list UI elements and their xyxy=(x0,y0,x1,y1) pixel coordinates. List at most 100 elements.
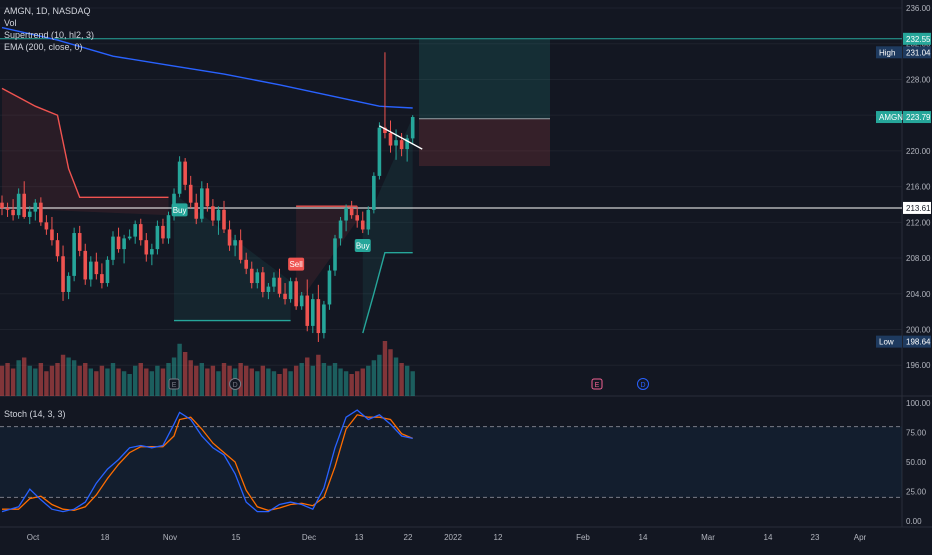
stoch-k-line xyxy=(1,409,413,513)
time-tick-label: 13 xyxy=(355,533,364,542)
volume-bar xyxy=(22,357,27,396)
volume-bar xyxy=(371,360,377,396)
candle-body xyxy=(150,249,154,255)
volume-bar xyxy=(349,374,354,396)
candle-body xyxy=(11,209,15,216)
candle-body xyxy=(288,281,293,300)
volume-bar xyxy=(116,368,121,396)
time-tick-label: 15 xyxy=(232,533,241,542)
price-tick-label: 204.00 xyxy=(906,290,931,299)
candle-body xyxy=(111,236,115,260)
volume-bar xyxy=(55,363,60,396)
volume-bar xyxy=(71,360,77,396)
main-legend: AMGN, 1D, NASDAQ Vol Supertrend (10, hl2… xyxy=(4,5,94,53)
candle-body xyxy=(388,133,393,146)
event-marker-letter: D xyxy=(233,382,238,389)
buy-signal-label: Buy xyxy=(173,206,187,215)
candle-body xyxy=(138,224,143,241)
horizontal-levels[interactable] xyxy=(0,38,902,209)
stoch-pane xyxy=(0,409,902,513)
candle-body xyxy=(50,229,54,241)
volume-bar xyxy=(66,357,71,396)
candle-body xyxy=(222,209,226,230)
volume-bar xyxy=(182,352,188,396)
candle-body xyxy=(33,202,38,212)
stoch-tick-label: 50.00 xyxy=(906,458,927,467)
price-tick-label: 216.00 xyxy=(906,183,931,192)
supertrend-down-line xyxy=(1,87,169,199)
badge-last-price-value-bg xyxy=(903,111,931,124)
stoch-d-line xyxy=(2,414,413,512)
buy-signal-box xyxy=(354,239,371,253)
event-marker-letter: E xyxy=(172,382,177,389)
candle-body xyxy=(94,261,99,275)
volume-bar xyxy=(199,363,204,396)
volume-bar xyxy=(321,363,327,396)
legend-ema[interactable]: EMA (200, close, 0) xyxy=(4,42,83,52)
volume-bar xyxy=(110,363,116,396)
candle-body xyxy=(200,188,204,219)
candle-body xyxy=(177,161,182,194)
legend-supertrend[interactable]: Supertrend (10, hl2, 3) xyxy=(4,30,95,40)
supertrend-up-line-2 xyxy=(362,251,413,334)
candle-body xyxy=(349,208,354,216)
volume-bar xyxy=(99,365,105,396)
time-tick-label: 14 xyxy=(639,533,648,542)
volume-bar xyxy=(0,365,5,396)
candle-body xyxy=(155,225,160,250)
volume-bar xyxy=(327,365,332,396)
volume-bar xyxy=(366,365,371,396)
legend-vol[interactable]: Vol xyxy=(4,18,17,28)
candle-body xyxy=(394,140,398,146)
badge-high-label: High xyxy=(879,48,895,57)
candle-body xyxy=(61,256,65,292)
volume-bar xyxy=(133,365,138,396)
candle-body xyxy=(89,261,93,280)
candle-body xyxy=(133,224,137,237)
price-axis[interactable]: 196.00 200.00 204.00 208.00 212.00 216.00 220.… xyxy=(906,4,931,526)
badge-level-top-value: 232.55 xyxy=(906,35,931,44)
time-axis[interactable]: Oct 18 Nov 15 Dec 13 22 2022 12 Feb 14 Mar 14 23 Apr xyxy=(27,533,867,542)
candle-body xyxy=(83,250,88,280)
volume-bar xyxy=(282,368,288,396)
volume-bar xyxy=(410,371,415,396)
signal-labels: Sell Buy Buy xyxy=(171,203,371,271)
volume-bar xyxy=(221,363,227,396)
legend-stoch[interactable]: Stoch (14, 3, 3) xyxy=(4,409,66,419)
time-tick-label: Apr xyxy=(854,533,867,542)
price-tick-label: 220.00 xyxy=(906,147,931,156)
candle-body xyxy=(277,277,282,294)
trendline[interactable] xyxy=(379,125,423,150)
volume-bar xyxy=(88,368,93,396)
volume-bar xyxy=(355,371,360,396)
volume-bar xyxy=(260,365,266,396)
volume-bar xyxy=(10,368,16,396)
time-tick-label: 14 xyxy=(764,533,773,542)
ema-line xyxy=(1,26,413,109)
legend-title[interactable]: AMGN, 1D, NASDAQ xyxy=(4,6,91,16)
badge-level-mid-value-bg xyxy=(903,201,931,214)
badge-last-price-label-bg xyxy=(876,111,902,124)
price-tick-label: 208.00 xyxy=(906,254,931,263)
volume-bar xyxy=(377,354,382,396)
time-tick-label: Dec xyxy=(302,533,316,542)
volume-bar xyxy=(388,349,393,396)
candle-body xyxy=(377,127,382,176)
dividend-marker xyxy=(229,378,242,390)
candle-body xyxy=(344,208,348,221)
badge-low-label-bg xyxy=(876,335,902,348)
candle-body xyxy=(27,211,32,217)
volume-bar xyxy=(16,360,21,396)
time-tick-label: 22 xyxy=(404,533,413,542)
stoch-tick-label: 25.00 xyxy=(906,488,927,497)
volume-bar xyxy=(305,357,310,396)
candle-body xyxy=(0,202,4,209)
candle-body xyxy=(127,236,132,239)
candle-body xyxy=(372,175,376,210)
volume-bar xyxy=(288,371,293,396)
position-box[interactable] xyxy=(419,38,550,167)
buy-signal-label: Buy xyxy=(356,242,370,251)
